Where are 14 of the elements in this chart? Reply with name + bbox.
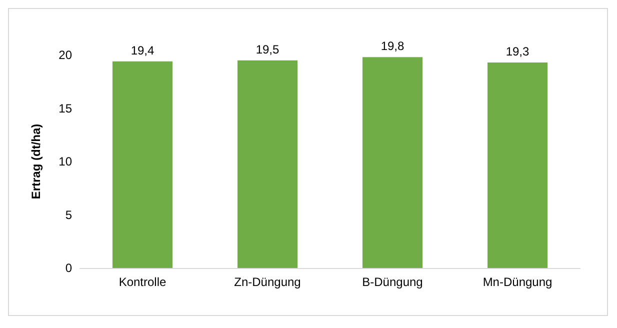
x-tick-label: Zn-Düngung	[234, 275, 301, 289]
x-tick-label: Kontrolle	[118, 275, 166, 289]
x-tick-label: B-Düngung	[362, 275, 423, 289]
y-tick-label: 15	[58, 101, 72, 116]
data-label: 19,4	[130, 43, 154, 58]
y-tick-label: 10	[58, 154, 72, 168]
y-tick-label: 20	[58, 48, 72, 62]
y-tick-label: 0	[65, 261, 72, 275]
data-label: 19,3	[506, 44, 530, 58]
data-label: 19,8	[380, 39, 404, 54]
x-tick-label: Mn-Düngung	[482, 275, 552, 289]
data-label: 19,5	[256, 42, 280, 56]
y-tick-label: 5	[65, 208, 72, 222]
y-axis-title: Ertrag (dt/ha)	[29, 124, 43, 200]
